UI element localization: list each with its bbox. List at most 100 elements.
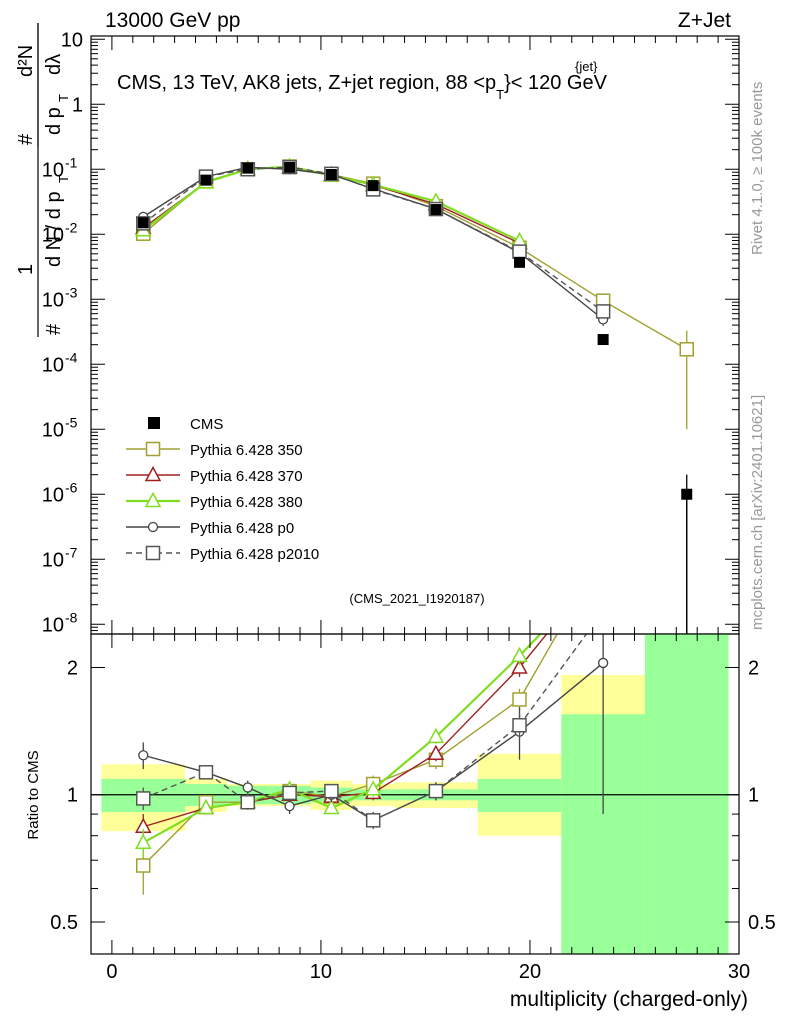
- y-tick-exponent: -8: [65, 609, 78, 625]
- y-tick-label: 10: [42, 289, 64, 311]
- y-tick-label: 10: [42, 484, 64, 506]
- legend-item-cms: CMS: [148, 416, 223, 433]
- ratio-series-5: [136, 633, 587, 829]
- cms-point: [430, 204, 442, 216]
- legend-marker: [145, 441, 161, 457]
- data-point: [679, 342, 694, 357]
- ratio-point: [365, 813, 381, 828]
- y-tick-label: 10: [42, 159, 64, 181]
- y-tick-label: 10: [42, 614, 64, 636]
- ratio-point: [323, 798, 340, 815]
- y-tick-exponent: -7: [65, 544, 78, 560]
- legend-label: Pythia 6.428 p0: [190, 520, 294, 537]
- ratio-point: [597, 657, 609, 669]
- y-tick-label: 10: [42, 549, 64, 571]
- ratio-point: [136, 858, 151, 873]
- cms-point: [325, 169, 337, 181]
- y-tick-exponent: -4: [65, 349, 78, 365]
- series-1: [136, 159, 694, 430]
- chart-title-sup: {jet}: [575, 59, 598, 74]
- ratio-point: [427, 744, 445, 761]
- cms-point: [284, 161, 296, 173]
- ratio-point: [428, 783, 444, 799]
- cms-point: [200, 174, 212, 186]
- legend-item-2: Pythia 6.428 370: [126, 465, 303, 485]
- y-tick-exponent: -5: [65, 414, 78, 430]
- ratio-series-layer: [135, 633, 609, 895]
- y-tick-label: 10: [42, 354, 64, 376]
- ratio-point: [284, 800, 295, 812]
- ratio-uncertainty-bands: [91, 634, 739, 954]
- upper-y-label-t2: T: [56, 94, 71, 102]
- x-tick-label: 30: [728, 961, 750, 983]
- chart-title: CMS, 13 TeV, AK8 jets, Z+jet region, 88 …: [117, 72, 608, 102]
- cms-data: [137, 161, 693, 634]
- legend-label: Pythia 6.428 370: [190, 468, 303, 485]
- ratio-point: [197, 798, 215, 815]
- legend-label: Pythia 6.428 p2010: [190, 546, 319, 563]
- ratio-y-tick-label: 1: [67, 785, 78, 807]
- ratio-y-axis-label: Ratio to CMS: [25, 750, 42, 839]
- legend-item-3: Pythia 6.428 380: [126, 491, 303, 511]
- upper-y-label-dn: d N / d p: [43, 191, 65, 267]
- upper-y-label-dl: dλ: [43, 54, 65, 75]
- mcplots-label: mcplots.cern.ch [arXiv:2401.10621]: [749, 395, 766, 630]
- legend-label: Pythia 6.428 350: [190, 442, 303, 459]
- ratio-point: [364, 780, 382, 796]
- ratio-point: [427, 727, 445, 744]
- data-point: [512, 244, 527, 259]
- upper-y-label-one: 1: [15, 264, 37, 275]
- y-tick-label: 10: [42, 419, 64, 441]
- upper-y-label-denominator: #: [43, 323, 65, 335]
- header-left-label: 13000 GeV pp: [105, 9, 240, 32]
- rivet-label: Rivet 4.1.0, ≥ 100k events: [749, 82, 766, 255]
- x-tick-label: 0: [106, 961, 117, 983]
- ratio-point: [324, 783, 339, 799]
- upper-y-axis-label: 1 # d N / d p T # d²N d p T dλ: [15, 23, 71, 337]
- upper-panel-frame: [90, 35, 740, 635]
- header-right-label: Z+Jet: [678, 9, 731, 32]
- upper-y-label-d2n: d²N: [15, 45, 37, 77]
- ratio-point: [198, 765, 214, 780]
- ratio-y-tick-label-right: 2: [748, 657, 759, 679]
- x-tick-label: 20: [519, 961, 541, 983]
- legend-label: Pythia 6.428 380: [190, 494, 303, 511]
- upper-series-layer: [135, 157, 694, 634]
- y-tick-exponent: -3: [65, 284, 78, 300]
- ratio-point: [511, 646, 528, 663]
- y-tick-label: 10: [42, 224, 64, 246]
- legend-marker: [145, 545, 161, 561]
- y-tick-label: 10: [61, 29, 83, 51]
- cms-point: [367, 180, 379, 192]
- x-tick-label: 10: [310, 961, 332, 983]
- y-tick-label: 1: [72, 94, 83, 116]
- legend-marker-cms: [148, 417, 160, 429]
- ratio-y-tick-label-right: 0.5: [748, 912, 776, 934]
- data-point: [595, 304, 611, 319]
- ratio-point: [138, 750, 149, 761]
- chart-title-sub: T: [496, 87, 504, 102]
- ratio-point: [282, 785, 297, 801]
- ratio-point: [240, 794, 256, 810]
- legend-item-5: Pythia 6.428 p2010: [126, 545, 319, 563]
- legend-marker: [144, 465, 162, 482]
- lower-axis-ticks: 0 10 20 30 0.5 0.5 1 1 2 2: [50, 634, 776, 983]
- analysis-watermark: (CMS_2021_I1920187): [349, 591, 484, 606]
- chart-title-main: CMS, 13 TeV, AK8 jets, Z+jet region, 88 …: [117, 72, 496, 94]
- upper-y-label-dpt: d p: [43, 107, 65, 135]
- ratio-y-tick-label: 2: [67, 657, 78, 679]
- legend-marker: [147, 521, 159, 533]
- green-band: [644, 634, 729, 954]
- ratio-y-tick-label-right: 1: [748, 785, 759, 807]
- ratio-point: [136, 791, 151, 806]
- legend: CMS Pythia 6.428 350 Pythia 6.428 370 Pythi…: [126, 416, 319, 563]
- green-band: [477, 778, 562, 813]
- ratio-point: [512, 692, 527, 707]
- cms-point: [597, 334, 609, 346]
- ratio-series-3: [135, 633, 542, 858]
- y-tick-exponent: -6: [65, 479, 78, 495]
- ratio-point: [511, 658, 528, 674]
- y-tick-exponent: -1: [65, 154, 78, 170]
